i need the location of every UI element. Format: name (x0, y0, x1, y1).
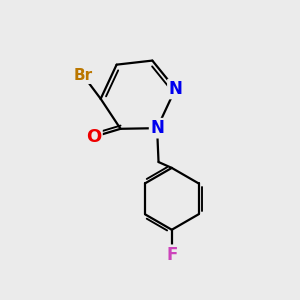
Text: F: F (166, 246, 178, 264)
Text: O: O (86, 128, 101, 146)
Text: N: N (150, 119, 164, 137)
Text: Br: Br (74, 68, 93, 83)
Text: N: N (168, 80, 182, 98)
